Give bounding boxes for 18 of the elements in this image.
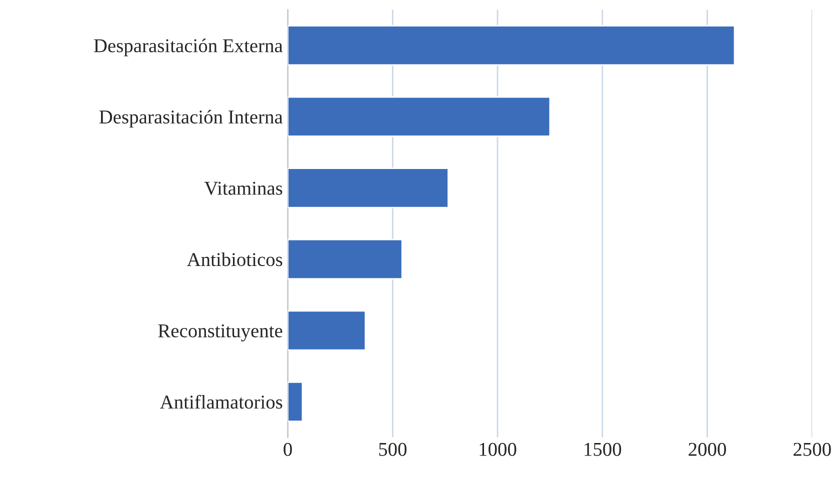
bar xyxy=(288,310,366,351)
x-tick-label: 1000 xyxy=(480,442,516,456)
y-tick-label: Desparasitación Externa xyxy=(94,38,283,56)
x-tick-label: 500 xyxy=(379,442,406,456)
y-tick-label: Antiflamatorios xyxy=(160,394,282,409)
bar xyxy=(288,96,551,137)
bar xyxy=(288,238,403,280)
x-tick-label: 2000 xyxy=(688,442,726,456)
y-tick-label: Reconstituyente xyxy=(158,324,282,342)
y-tick-label: Desparasitación Interna xyxy=(99,110,283,128)
y-tick-label: Antibioticos xyxy=(186,252,282,266)
bar xyxy=(288,25,736,66)
y-tick-label: Vitaminas xyxy=(204,182,282,195)
x-tick-label: 0 xyxy=(284,442,292,456)
x-tick-label: 1500 xyxy=(584,442,622,456)
bar xyxy=(288,168,449,208)
bar xyxy=(288,381,304,422)
x-tick-label: 2500 xyxy=(794,442,831,456)
